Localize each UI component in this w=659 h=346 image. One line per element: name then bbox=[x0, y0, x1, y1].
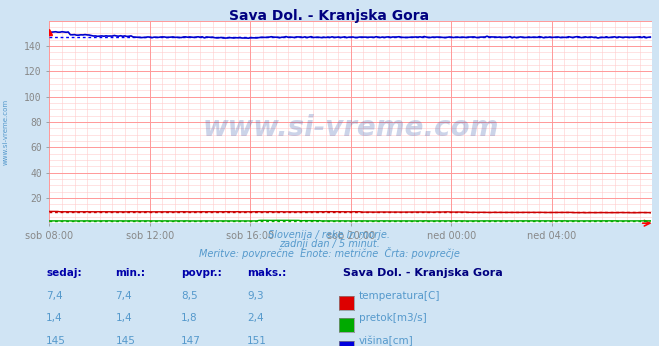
Text: Sava Dol. - Kranjska Gora: Sava Dol. - Kranjska Gora bbox=[229, 9, 430, 22]
Text: 147: 147 bbox=[181, 336, 201, 346]
Text: www.si-vreme.com: www.si-vreme.com bbox=[2, 98, 9, 165]
Text: 9,3: 9,3 bbox=[247, 291, 264, 301]
Text: 7,4: 7,4 bbox=[46, 291, 63, 301]
Text: 2,4: 2,4 bbox=[247, 313, 264, 323]
Text: Slovenija / reke in morje.: Slovenija / reke in morje. bbox=[268, 230, 391, 240]
Text: višina[cm]: višina[cm] bbox=[359, 336, 414, 346]
Text: 145: 145 bbox=[115, 336, 135, 346]
Text: temperatura[C]: temperatura[C] bbox=[359, 291, 441, 301]
Text: 145: 145 bbox=[46, 336, 66, 346]
Text: 7,4: 7,4 bbox=[115, 291, 132, 301]
Text: povpr.:: povpr.: bbox=[181, 268, 222, 278]
Text: 1,4: 1,4 bbox=[115, 313, 132, 323]
Text: pretok[m3/s]: pretok[m3/s] bbox=[359, 313, 427, 323]
Text: www.si-vreme.com: www.si-vreme.com bbox=[203, 114, 499, 142]
Text: maks.:: maks.: bbox=[247, 268, 287, 278]
Text: 1,8: 1,8 bbox=[181, 313, 198, 323]
Text: sedaj:: sedaj: bbox=[46, 268, 82, 278]
Text: zadnji dan / 5 minut.: zadnji dan / 5 minut. bbox=[279, 239, 380, 249]
Text: min.:: min.: bbox=[115, 268, 146, 278]
Text: 151: 151 bbox=[247, 336, 267, 346]
Text: 1,4: 1,4 bbox=[46, 313, 63, 323]
Text: Meritve: povprečne  Enote: metrične  Črta: povprečje: Meritve: povprečne Enote: metrične Črta:… bbox=[199, 247, 460, 260]
Text: Sava Dol. - Kranjska Gora: Sava Dol. - Kranjska Gora bbox=[343, 268, 502, 278]
Text: 8,5: 8,5 bbox=[181, 291, 198, 301]
